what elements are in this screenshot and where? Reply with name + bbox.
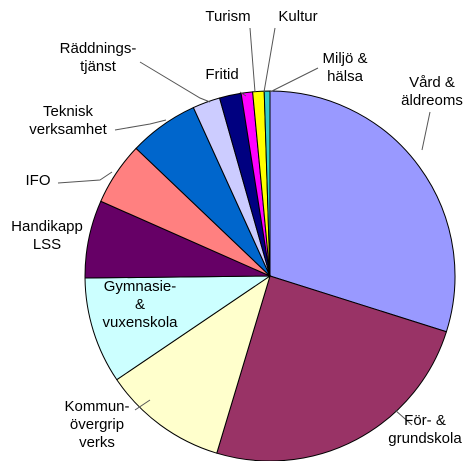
- leader-line: [134, 399, 151, 411]
- slice-label: Teknisk verksamhet: [29, 103, 107, 138]
- leader-line: [57, 171, 113, 184]
- slice-label: Miljö & hälsa: [322, 50, 368, 85]
- pie-slice: [269, 90, 456, 333]
- slice-label: Fritid: [205, 66, 239, 83]
- leader-line: [394, 409, 413, 426]
- slice-label: Kommun- övergrip verks: [64, 398, 130, 451]
- slice-label: Turism: [205, 8, 251, 25]
- leader-line: [421, 111, 431, 151]
- leader-line: [114, 119, 167, 131]
- leader-line: [239, 91, 247, 97]
- leader-line: [249, 27, 256, 93]
- slice-label: Gymnasie- & vuxenskola: [102, 278, 178, 331]
- slice-label: Räddnings- tjänst: [59, 40, 137, 75]
- slice-label: För- & grundskola: [388, 412, 462, 447]
- slice-label: Handikapp LSS: [11, 218, 83, 253]
- pie-slice: [216, 275, 448, 461]
- pie-slice: [84, 275, 272, 381]
- leader-line: [269, 67, 319, 93]
- slice-label: Kultur: [278, 8, 318, 25]
- pie-slice: [116, 274, 271, 454]
- leader-line: [139, 61, 211, 103]
- slice-label: IFO: [25, 172, 51, 189]
- leader-line: [263, 27, 276, 93]
- slice-label: Vård & äldreoms: [401, 74, 463, 109]
